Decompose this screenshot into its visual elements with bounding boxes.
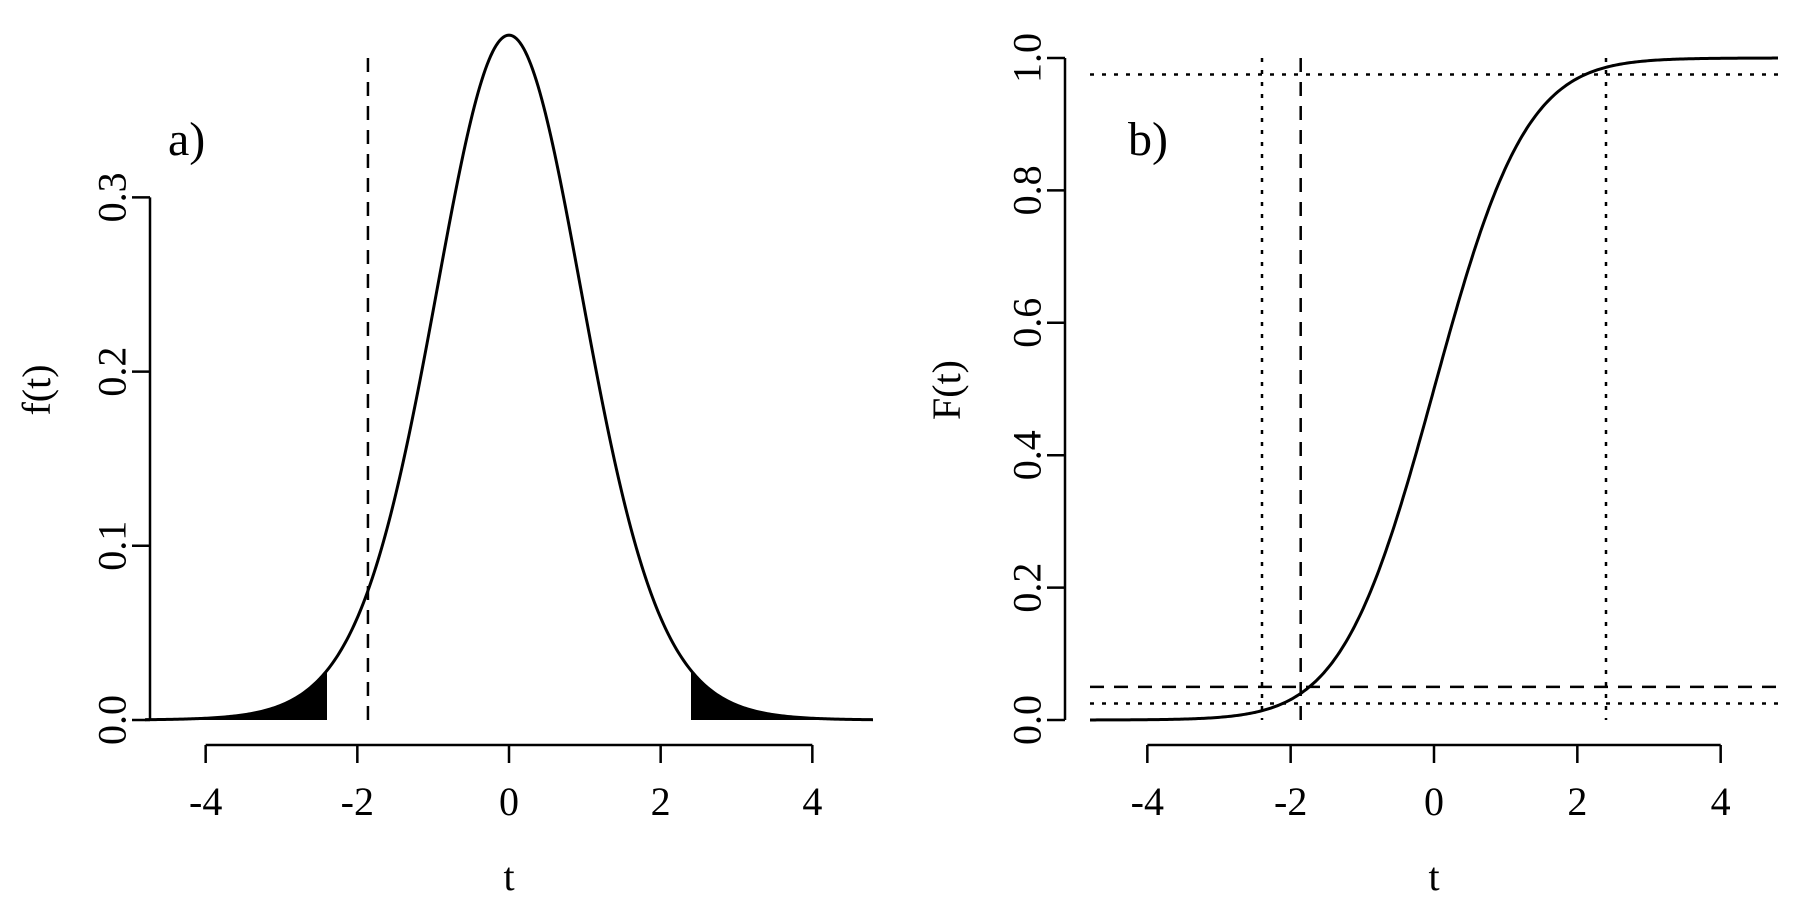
panel-label: a) [168, 113, 205, 166]
x-tick-label: 2 [651, 779, 671, 824]
y-tick-label: 0.1 [90, 521, 135, 571]
y-axis-label: F(t) [924, 360, 969, 420]
y-tick-label: 0.2 [90, 347, 135, 397]
y-axis-label: f(t) [14, 364, 59, 415]
x-tick-label: -4 [189, 779, 222, 824]
y-tick-label: 0.0 [90, 695, 135, 745]
shaded-upper-tail [691, 670, 873, 720]
x-tick-label: 0 [499, 779, 519, 824]
x-tick-label: -4 [1131, 779, 1164, 824]
x-tick-label: 4 [802, 779, 822, 824]
x-tick-label: 4 [1711, 779, 1731, 824]
cdf-curve [1090, 56, 1778, 722]
y-tick-label: 0.2 [1005, 563, 1050, 613]
x-tick-label: 0 [1424, 779, 1444, 824]
x-tick-label: -2 [341, 779, 374, 824]
y-tick-label: 0.3 [90, 172, 135, 222]
y-tick-label: 0.6 [1005, 298, 1050, 348]
panel-label: b) [1128, 113, 1168, 166]
panel-a: 0.0 0.1 0.2 0.3 -4 -2 0 2 4 t f(t) a) [14, 33, 874, 899]
y-tick-label: 0.8 [1005, 165, 1050, 215]
x-tick-label: 2 [1567, 779, 1587, 824]
x-tick-label: -2 [1274, 779, 1307, 824]
x-axis-label: t [503, 854, 514, 899]
y-tick-label: 0.4 [1005, 430, 1050, 480]
y-tick-label: 1.0 [1005, 33, 1050, 83]
panel-b: 0.0 0.2 0.4 0.6 0.8 1.0 -4 -2 0 2 4 t F(t) b) [924, 33, 1778, 899]
x-axis-label: t [1428, 854, 1439, 899]
density-curve [144, 33, 874, 722]
y-tick-label: 0.0 [1005, 695, 1050, 745]
shaded-lower-tail [145, 670, 327, 720]
